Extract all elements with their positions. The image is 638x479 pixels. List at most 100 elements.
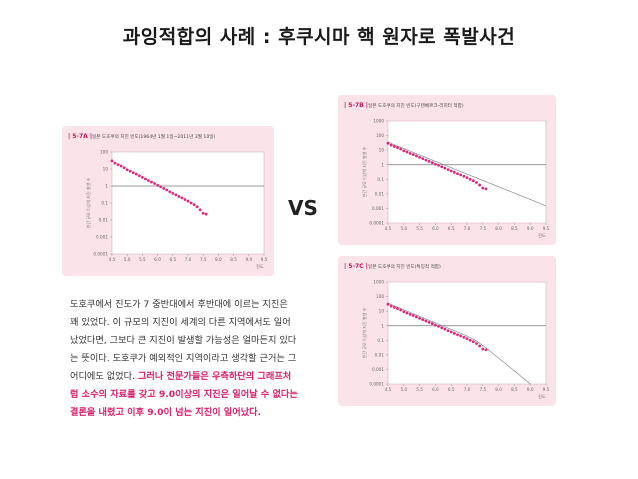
data-point [128,169,132,173]
data-point [471,340,475,344]
fit-line [387,141,547,207]
data-point [443,166,447,170]
data-point [125,168,129,172]
x-tick-label: 6.5 [169,257,176,262]
data-point [440,326,444,330]
plot-area [387,120,547,224]
data-point [427,320,431,324]
plot-area [111,151,265,255]
y-tick-label: 10 [379,309,385,314]
data-point [399,308,403,312]
data-point [386,141,390,145]
data-point [392,145,396,148]
y-tick-label: 1000 [373,280,384,285]
data-point [430,322,434,325]
data-point [131,171,135,175]
data-point [475,181,478,184]
data-point [144,177,147,181]
data-point [171,191,175,195]
data-point [174,193,178,197]
chart-label: | 5-7A | [68,133,92,140]
data-point [421,157,425,161]
x-tick-label: 5.0 [400,226,407,231]
data-point [386,302,390,306]
data-point [484,187,488,191]
x-axis-label: 진도 [538,393,546,399]
data-point [475,342,478,345]
data-point [405,311,409,315]
y-tick-label: 0.0001 [369,221,384,226]
data-point [456,333,459,337]
y-tick-label: 0.01 [375,352,385,357]
data-point [177,195,181,198]
data-point [180,196,184,200]
body-text-highlight: 그러나 전문가들은 우측하단의 그래프처럼 소수의 자료를 갖고 9.0이상의 … [70,371,298,418]
y-tick-label: 1 [381,323,384,328]
chart-panel-5-7a: | 5-7A | 일본 도호쿠의 지진 빈도(1964년 1월 1일~2011년 … [62,126,274,276]
data-point [465,176,469,180]
data-point [478,344,482,348]
x-tick-label: 5.5 [416,226,423,231]
x-tick-label: 7.0 [464,387,471,392]
body-text: 도호쿠에서 진도가 7 중반대에서 후반대에 이르는 지진은 꽤 있었다. 이 … [70,296,298,422]
fit-line [387,302,531,385]
data-point [402,310,406,314]
data-point [110,159,114,163]
x-tick-label: 7.5 [479,387,486,392]
y-tick-label: 0.0001 [369,382,384,387]
data-point [137,174,141,178]
x-tick-label: 6.0 [432,226,439,231]
x-tick-label: 9.5 [543,387,550,392]
x-tick-label: 9.0 [245,257,252,262]
data-point [405,150,409,154]
data-point [159,185,163,189]
x-tick-label: 7.5 [200,257,207,262]
x-tick-label: 7.5 [479,226,486,231]
data-point [437,163,440,167]
data-point [427,159,431,163]
x-tick-label: 8.0 [495,226,502,231]
y-tick-label: 1 [105,184,108,189]
y-tick-label: 10 [103,167,109,172]
data-point [424,319,428,323]
x-tick-label: 4.5 [385,387,392,392]
data-point [462,174,466,178]
y-axis-label: 연간 규모 이상의 지진 발생 수 [361,307,367,358]
x-tick-label: 5.0 [400,387,407,392]
data-point [122,166,126,170]
data-point [186,199,190,203]
data-point [430,161,434,164]
data-point [402,149,406,153]
data-point [437,324,440,328]
x-tick-label: 8.5 [511,226,518,231]
y-tick-label: 100 [376,133,384,138]
y-tick-label: 0.1 [377,338,384,343]
chart-label: | 5-7C | [344,263,368,270]
data-point [165,188,169,192]
y-tick-label: 0.01 [375,191,385,196]
x-tick-label: 5.5 [416,387,423,392]
x-tick-label: 9.5 [261,257,268,262]
data-point [462,335,466,339]
data-point [468,177,472,181]
data-point [189,201,193,205]
y-tick-label: 1000 [373,119,384,124]
data-point [449,330,453,334]
data-point [392,306,396,309]
x-tick-label: 8.0 [215,257,222,262]
data-point [150,180,153,184]
data-point [113,161,117,165]
data-point [168,190,172,194]
data-point [421,318,425,322]
data-point [468,338,472,342]
body-text-plain: 도호쿠에서 진도가 7 중반대에서 후반대에 이르는 지진은 꽤 있었다. 이 … [70,299,297,382]
data-point [452,170,456,174]
data-point [147,179,150,182]
data-point [201,211,205,215]
x-tick-label: 5.0 [124,257,131,262]
y-tick-label: 0.001 [372,206,384,211]
data-point [399,147,403,151]
data-point [162,187,166,190]
data-point [153,182,156,185]
y-tick-label: 0.001 [96,235,108,240]
